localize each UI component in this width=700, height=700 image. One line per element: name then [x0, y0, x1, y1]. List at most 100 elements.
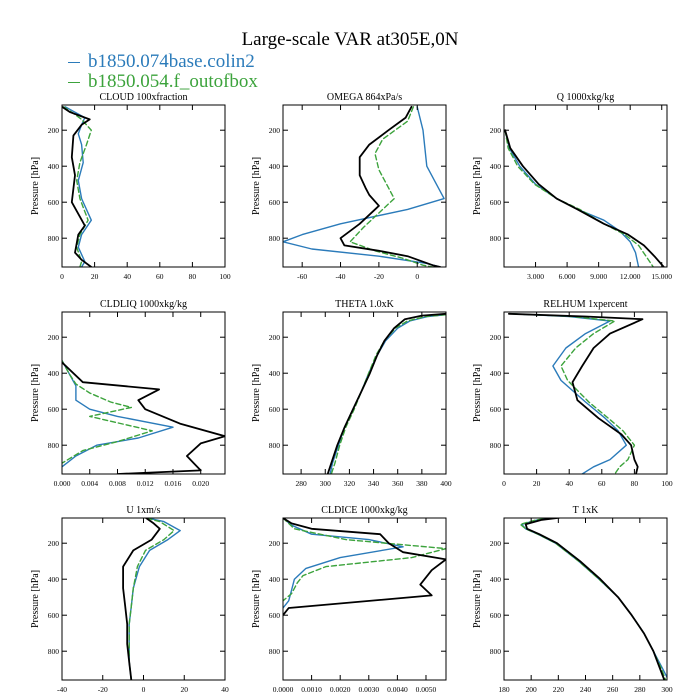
panel-title: T 1xK — [573, 505, 599, 516]
panel-9: T 1xK Pressure [hPa] 180 200 220 240 260 280 300… — [472, 505, 673, 694]
x-tick-label: 40 — [123, 272, 131, 281]
panel-5: THETA 1.0xK Pressure [hPa] 280 300 320 340 360… — [251, 299, 452, 488]
panel-4: CLDLIQ 1000xkg/kg Pressure [hPa] 0.000 0.00… — [30, 299, 226, 488]
series-line-outofbox — [349, 106, 434, 267]
series-group — [326, 312, 446, 474]
x-tick-label: 0.000 — [54, 479, 71, 488]
y-tick-label: 800 — [490, 234, 502, 243]
x-tick-label: 340 — [368, 479, 380, 488]
legend-swatch — [68, 81, 80, 83]
x-tick-label: 20 — [91, 272, 99, 281]
series-group — [283, 518, 446, 617]
panel-title: OMEGA 864xPa/s — [327, 92, 402, 103]
panel-frame — [503, 104, 668, 268]
x-tick-label: 40 — [221, 685, 229, 694]
y-tick-label: 800 — [269, 234, 281, 243]
panel-title: RELHUM 1xpercent — [543, 299, 627, 310]
y-axis-label: Pressure [hPa] — [30, 364, 41, 422]
series-line-colin2 — [504, 129, 640, 267]
series-line-reference — [62, 105, 93, 267]
legend-swatch — [68, 61, 80, 63]
panel-frame — [503, 311, 668, 475]
y-tick-label: 600 — [490, 405, 502, 414]
series-line-colin2 — [511, 313, 627, 474]
y-tick-label: 800 — [269, 441, 281, 450]
series-line-colin2 — [329, 314, 446, 474]
y-tick-label: 800 — [490, 647, 502, 656]
x-tick-label: 60 — [598, 479, 606, 488]
x-tick-label: 220 — [553, 685, 565, 694]
y-tick-label: 600 — [48, 405, 60, 414]
series-line-outofbox — [330, 314, 446, 474]
series-line-reference — [122, 518, 161, 680]
x-tick-label: 0.0050 — [416, 685, 437, 694]
series-group — [283, 105, 445, 267]
x-tick-label: 280 — [634, 685, 646, 694]
x-tick-label: 40 — [565, 479, 573, 488]
series-line-reference — [524, 518, 666, 680]
panel-frame — [503, 517, 668, 681]
x-tick-label: -20 — [98, 685, 108, 694]
panel-7: U 1xm/s Pressure [hPa] -40 -20 0 20 40 200 400 60… — [30, 505, 229, 694]
y-tick-label: 200 — [490, 126, 502, 135]
panel-title: CLDLIQ 1000xkg/kg — [100, 299, 187, 310]
x-tick-label: 300 — [320, 479, 332, 488]
x-tick-label: 3.000 — [527, 272, 544, 281]
panel-title: CLDICE 1000xkg/kg — [321, 505, 407, 516]
x-tick-label: 380 — [416, 479, 428, 488]
y-tick-label: 400 — [48, 575, 60, 584]
x-tick-label: -60 — [297, 272, 307, 281]
y-tick-label: 200 — [490, 539, 502, 548]
panel-2: OMEGA 864xPa/s Pressure [hPa] -60 -40 -20 0 20… — [251, 92, 447, 281]
x-tick-label: -20 — [374, 272, 384, 281]
x-tick-label: 0.0020 — [330, 685, 351, 694]
y-tick-label: 200 — [48, 333, 60, 342]
series-line-reference — [504, 129, 665, 267]
x-tick-label: 0.008 — [109, 479, 126, 488]
series-line-outofbox — [283, 518, 446, 602]
x-tick-label: 15.000 — [651, 272, 672, 281]
series-line-colin2 — [128, 518, 181, 680]
x-tick-label: 60 — [156, 272, 164, 281]
y-tick-label: 400 — [269, 575, 281, 584]
panel-frame — [282, 104, 447, 268]
x-tick-label: -40 — [57, 685, 67, 694]
y-tick-label: 200 — [269, 539, 281, 548]
y-tick-label: 800 — [269, 647, 281, 656]
y-tick-label: 400 — [490, 162, 502, 171]
series-line-reference — [62, 361, 225, 474]
x-tick-label: 0 — [415, 272, 419, 281]
y-axis-label: Pressure [hPa] — [251, 570, 262, 628]
panel-8: CLDICE 1000xkg/kg Pressure [hPa] 0.0000 0.0… — [251, 505, 447, 694]
series-group — [519, 518, 667, 680]
series-line-reference — [326, 312, 446, 474]
y-tick-label: 600 — [490, 198, 502, 207]
x-tick-label: 12.000 — [620, 272, 641, 281]
panel-title: Q 1000xkg/kg — [557, 92, 615, 103]
legend-label: b1850.074base.colin2 — [88, 51, 255, 72]
series-group — [62, 359, 225, 474]
x-tick-label: 20 — [181, 685, 189, 694]
x-tick-label: 20 — [533, 479, 541, 488]
x-tick-label: 100 — [219, 272, 231, 281]
y-tick-label: 400 — [490, 369, 502, 378]
y-axis-label: Pressure [hPa] — [472, 570, 483, 628]
x-tick-label: 240 — [580, 685, 592, 694]
panel-1: CLOUD 100xfraction Pressure [hPa] 0 20 40 60 8… — [30, 92, 231, 281]
x-tick-label: 180 — [498, 685, 510, 694]
y-tick-label: 200 — [269, 333, 281, 342]
series-line-outofbox — [511, 313, 636, 474]
y-tick-label: 600 — [269, 405, 281, 414]
series-line-outofbox — [519, 518, 667, 680]
x-tick-label: 260 — [607, 685, 619, 694]
x-tick-label: 0.004 — [81, 479, 98, 488]
panel-6: RELHUM 1xpercent Pressure [hPa] 0 20 40 60 80 1… — [472, 299, 673, 488]
y-tick-label: 400 — [269, 369, 281, 378]
series-line-reference — [283, 518, 446, 617]
panel-title: CLOUD 100xfraction — [99, 92, 187, 103]
y-tick-label: 800 — [48, 234, 60, 243]
x-tick-label: 360 — [392, 479, 404, 488]
y-tick-label: 800 — [48, 441, 60, 450]
panel-frame — [282, 517, 447, 681]
y-tick-label: 600 — [48, 611, 60, 620]
